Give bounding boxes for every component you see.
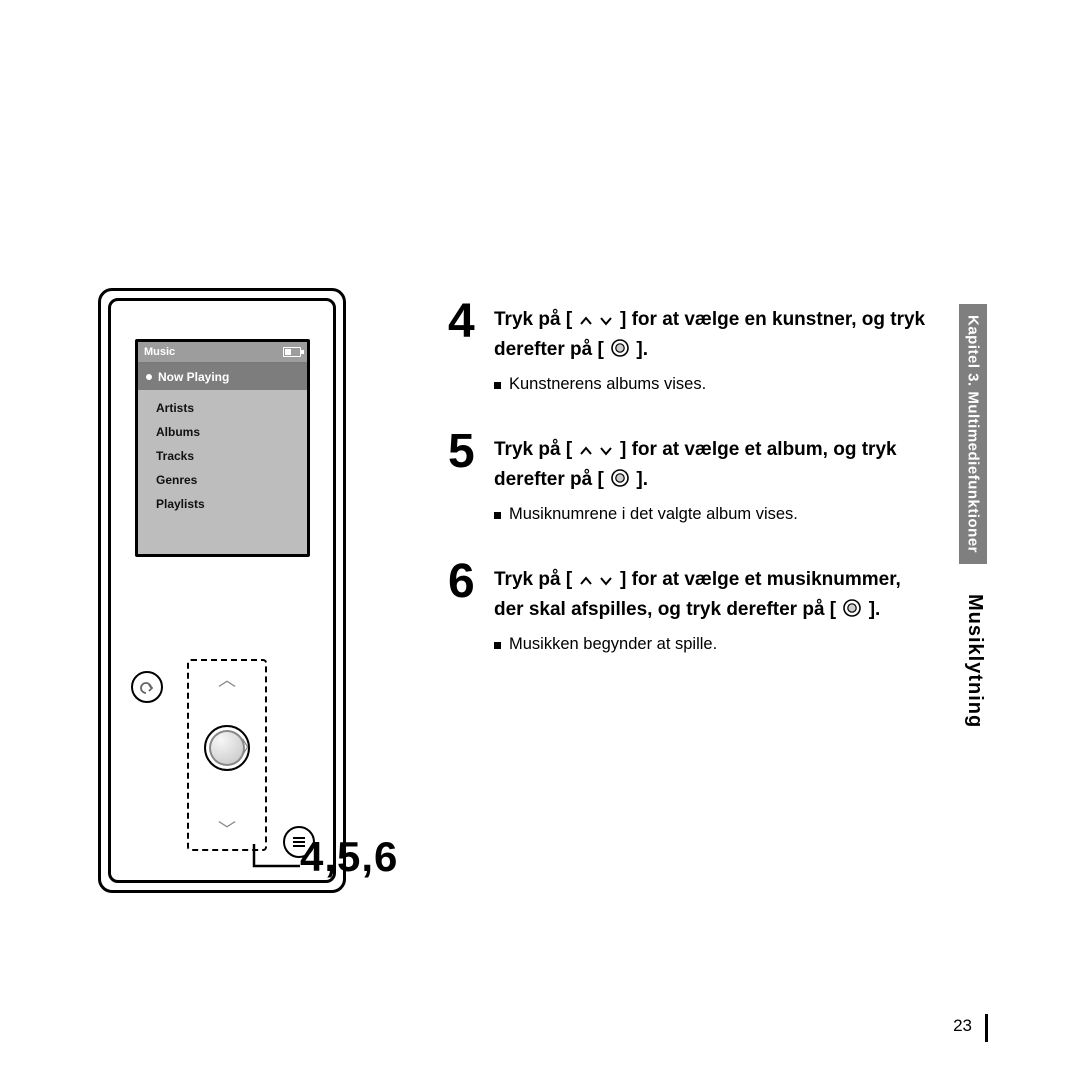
up-down-carets-icon [579, 568, 612, 596]
chevron-up-icon: ︿ [218, 671, 236, 689]
step-title-part: ]. [869, 599, 881, 620]
figure-step-label: 4,5,6 [300, 833, 398, 881]
device-screen: Music Now Playing Artists Albums Tracks … [135, 339, 310, 557]
step-bullet: Musikken begynder at spille. [494, 635, 930, 654]
step-title-part: Tryk på [ [494, 309, 577, 330]
device-inner-outline: Music Now Playing Artists Albums Tracks … [108, 298, 336, 883]
step-title-part: Tryk på [ [494, 439, 577, 460]
side-rule [985, 1014, 988, 1042]
step: 5 Tryk på [ ] for at vælge et album, og … [448, 430, 930, 524]
select-icon [843, 598, 861, 626]
select-icon [611, 468, 629, 496]
menu-item: Albums [156, 420, 299, 444]
chevron-right-icon: 〉 [241, 739, 259, 757]
step-title: Tryk på [ ] for at vælge et album, og tr… [494, 436, 930, 495]
step-bullet: Musiknumrene i det valgte album vises. [494, 505, 930, 524]
bullet-square-icon [494, 512, 501, 519]
screen-menu: Artists Albums Tracks Genres Playlists [138, 390, 307, 516]
step-body: Tryk på [ ] for at vælge et album, og tr… [494, 430, 930, 524]
step-body: Tryk på [ ] for at vælge en kunstner, og… [494, 300, 930, 394]
dpad-highlight-box: ︿ 〈 〉 ﹀ [187, 659, 267, 851]
step: 4 Tryk på [ ] for at vælge en kunstner, … [448, 300, 930, 394]
bullet-square-icon [494, 382, 501, 389]
menu-item: Playlists [156, 492, 299, 516]
step-number: 6 [448, 560, 482, 603]
now-playing-dot-icon [146, 374, 152, 380]
step-bullet: Kunstnerens albums vises. [494, 375, 930, 394]
step-title: Tryk på [ ] for at vælge en kunstner, og… [494, 306, 930, 365]
bullet-text: Musikken begynder at spille. [509, 635, 717, 654]
step-title-part: ]. [636, 469, 648, 490]
page-number: 23 [953, 1016, 972, 1036]
up-down-carets-icon [579, 438, 612, 466]
page: Music Now Playing Artists Albums Tracks … [0, 0, 1080, 1080]
section-label: Musiklytning [963, 594, 986, 728]
menu-item: Tracks [156, 444, 299, 468]
bullet-square-icon [494, 642, 501, 649]
step-title-part: Tryk på [ [494, 569, 577, 590]
undo-arrow-icon [139, 679, 155, 695]
back-button-icon [131, 671, 163, 703]
up-down-carets-icon [579, 308, 612, 336]
step-number: 4 [448, 300, 482, 343]
step: 6 Tryk på [ ] for at vælge et musiknumme… [448, 560, 930, 654]
chevron-down-icon: ﹀ [218, 821, 236, 839]
step-title-part: ]. [636, 339, 648, 360]
step-title: Tryk på [ ] for at vælge et musiknummer,… [494, 566, 930, 625]
screen-header: Music [138, 342, 307, 364]
chapter-tab: Kapitel 3. Multimediefunktioner [959, 304, 987, 564]
step-body: Tryk på [ ] for at vælge et musiknummer,… [494, 560, 930, 654]
bullet-text: Musiknumrene i det valgte album vises. [509, 505, 798, 524]
battery-icon [283, 347, 301, 357]
screen-title: Music [144, 346, 175, 358]
now-playing-row: Now Playing [138, 364, 307, 390]
menu-item: Artists [156, 396, 299, 420]
steps-column: 4 Tryk på [ ] for at vælge en kunstner, … [448, 300, 930, 690]
step-number: 5 [448, 430, 482, 473]
select-icon [611, 338, 629, 366]
menu-item: Genres [156, 468, 299, 492]
device-outline: Music Now Playing Artists Albums Tracks … [98, 288, 346, 893]
now-playing-label: Now Playing [158, 370, 229, 384]
bullet-text: Kunstnerens albums vises. [509, 375, 706, 394]
